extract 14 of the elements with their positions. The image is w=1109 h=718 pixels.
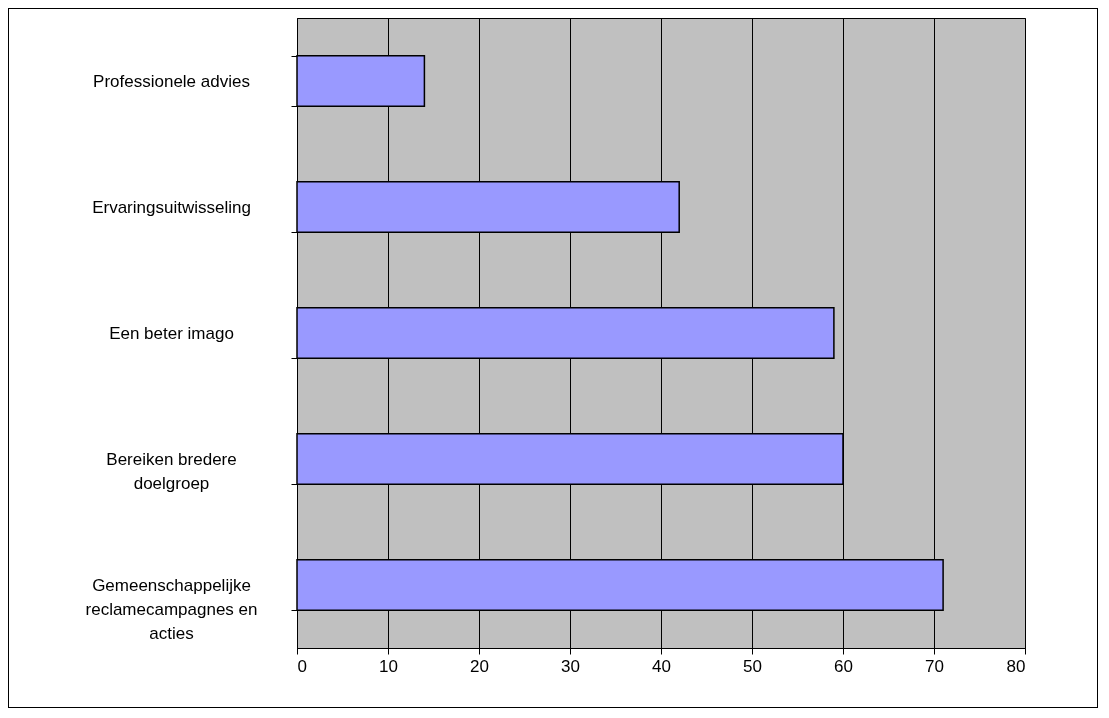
x-tick-label: 0 <box>297 656 307 676</box>
x-tick-label: 20 <box>470 656 489 676</box>
x-tick-label: 40 <box>652 656 671 676</box>
y-tick-label: Professionele advies <box>93 71 250 91</box>
y-tick-label: Gemeenschappelijke reclamecampagnes en acties <box>85 575 258 643</box>
x-tick-label: 60 <box>834 656 853 676</box>
x-tick-label: 80 <box>1006 656 1026 676</box>
x-tick-label: 30 <box>561 656 580 676</box>
x-tick-label: 70 <box>925 656 944 676</box>
x-tick-label: 50 <box>743 656 762 676</box>
y-tick-label: Bereiken bredere doelgroep <box>106 449 237 493</box>
x-tick-label: 10 <box>379 656 398 676</box>
y-tick-label: Een beter imago <box>109 323 234 343</box>
y-tick-label: Ervaringsuitwisseling <box>92 197 251 217</box>
